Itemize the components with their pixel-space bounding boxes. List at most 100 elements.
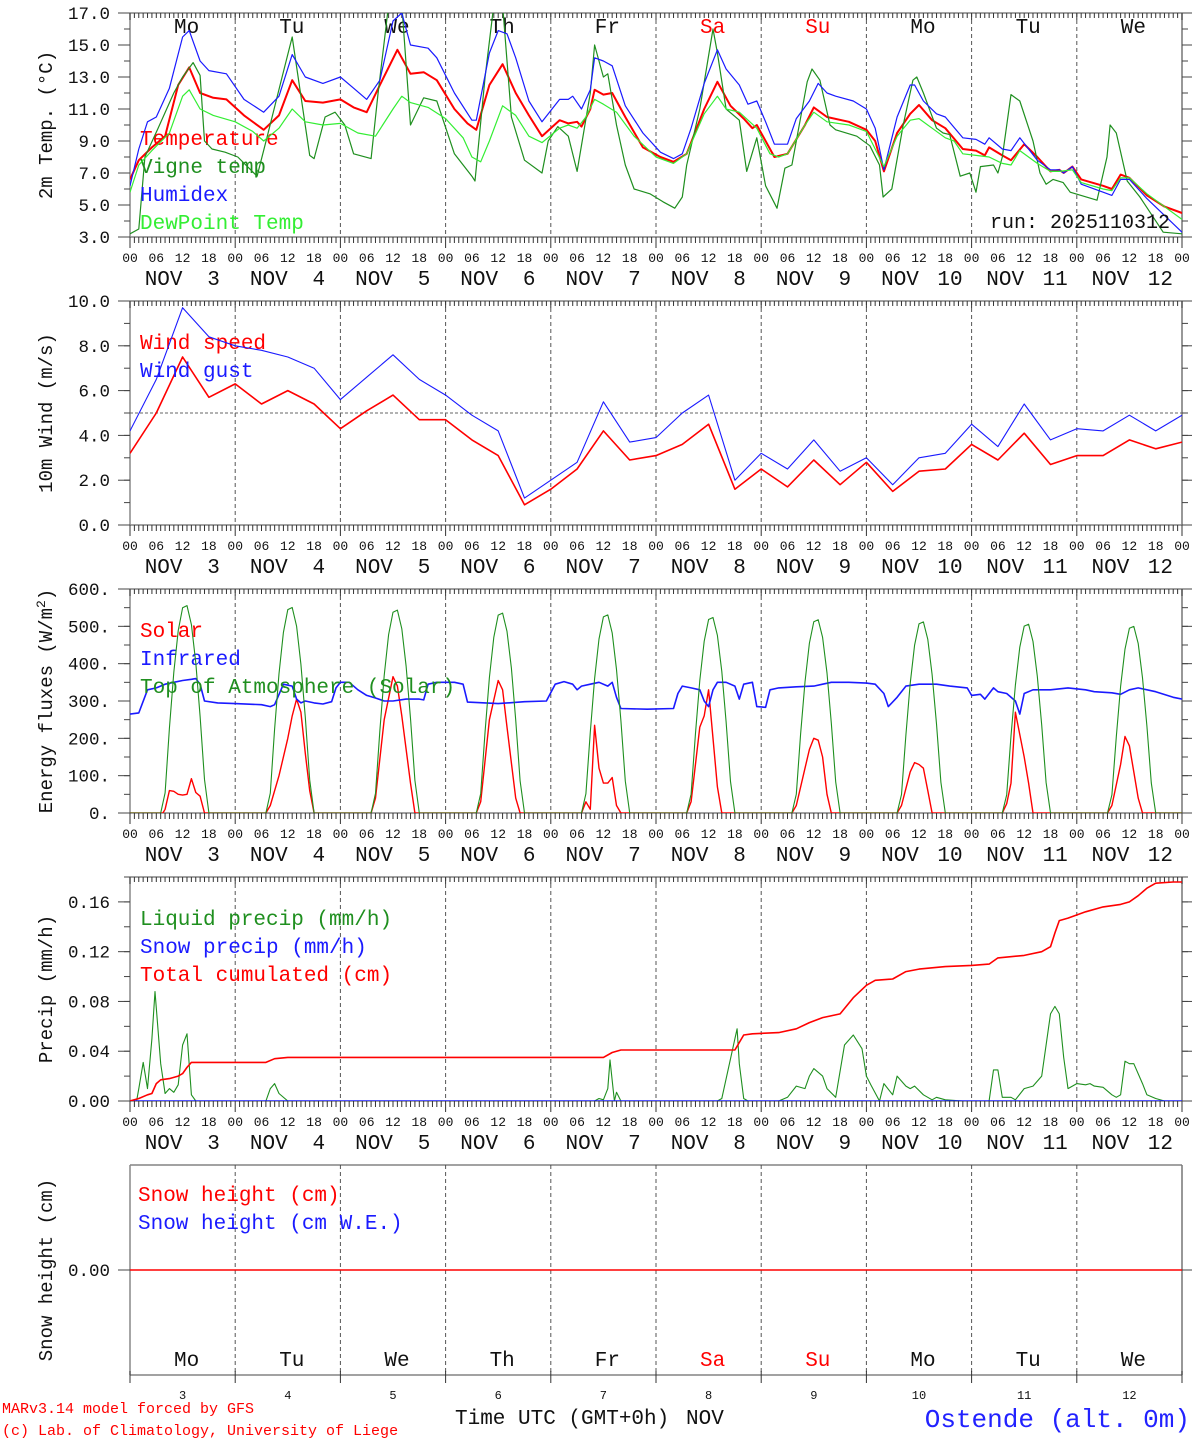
- legend-vigne-temp: Vigne temp: [140, 157, 266, 180]
- date-day-label: 5: [418, 1133, 431, 1156]
- date-month-label: NOV: [776, 845, 814, 868]
- hour-label: 18: [1043, 539, 1059, 554]
- hour-label: 12: [490, 827, 506, 842]
- weekday-label: Fr: [595, 1350, 620, 1373]
- date-month-label: NOV: [565, 1133, 603, 1156]
- date-day-label: 7: [628, 269, 641, 292]
- date-month-label: NOV: [250, 557, 288, 580]
- hour-label: 00: [122, 251, 138, 266]
- hour-label: 06: [780, 1115, 796, 1130]
- hour-label: 18: [306, 251, 322, 266]
- y-tick-label: 3.0: [78, 229, 110, 249]
- hour-label: 12: [596, 539, 612, 554]
- date-day-label: 8: [733, 1133, 746, 1156]
- date-month-label: NOV: [1091, 269, 1129, 292]
- hour-label: 06: [674, 827, 690, 842]
- hour-label: 12: [280, 539, 296, 554]
- hour-label: 00: [1174, 539, 1190, 554]
- hour-label: 06: [464, 1115, 480, 1130]
- date-month-label: NOV: [881, 269, 919, 292]
- y-axis-title: Snow height (cm): [36, 1179, 58, 1361]
- hour-label: 18: [622, 251, 638, 266]
- y-tick-label: 100.: [68, 768, 110, 788]
- date-month-label: NOV: [355, 557, 393, 580]
- y-tick-label: 0.08: [68, 993, 110, 1013]
- hour-label: 06: [1095, 1115, 1111, 1130]
- date-month-label: NOV: [460, 1133, 498, 1156]
- y-tick-label: 0.16: [68, 894, 110, 914]
- hour-label: 18: [622, 827, 638, 842]
- hour-label: 06: [148, 1115, 164, 1130]
- hour-label: 12: [1122, 1115, 1138, 1130]
- y-tick-label: 15.0: [68, 37, 110, 57]
- series-line-dewpoint-temp: [130, 89, 1182, 220]
- hour-label: 12: [280, 251, 296, 266]
- hour-label: 18: [306, 539, 322, 554]
- hour-label: 12: [175, 1115, 191, 1130]
- y-tick-label: 0.00: [68, 1262, 110, 1282]
- hour-label: 18: [411, 539, 427, 554]
- hour-label: 12: [596, 1115, 612, 1130]
- hour-label: 06: [254, 539, 270, 554]
- hour-label: 06: [990, 827, 1006, 842]
- y-tick-label: 200.: [68, 730, 110, 750]
- date-month-label: NOV: [671, 557, 709, 580]
- hour-label: 00: [227, 827, 243, 842]
- model-credit: MARv3.14 model forced by GFS: [2, 1401, 254, 1418]
- hour-label: 18: [517, 827, 533, 842]
- y-tick-label: 0.0: [78, 517, 110, 537]
- hour-label: 00: [333, 1115, 349, 1130]
- hour-label: 00: [1174, 827, 1190, 842]
- hour-label: 06: [464, 827, 480, 842]
- weekday-label: Tu: [279, 17, 304, 40]
- y-tick-label: 400.: [68, 656, 110, 676]
- date-month-label: NOV: [986, 269, 1024, 292]
- day-number-label: 10: [912, 1389, 926, 1403]
- date-day-label: 3: [207, 1133, 220, 1156]
- hour-label: 06: [359, 251, 375, 266]
- date-day-label: 8: [733, 557, 746, 580]
- date-day-label: 3: [207, 557, 220, 580]
- y-tick-label: 6.0: [78, 383, 110, 403]
- hour-label: 12: [911, 539, 927, 554]
- date-month-label: NOV: [776, 269, 814, 292]
- hour-label: 12: [701, 827, 717, 842]
- weekday-label: Tu: [1016, 1350, 1041, 1373]
- date-month-label: NOV: [986, 845, 1024, 868]
- weekday-label: Tu: [279, 1350, 304, 1373]
- date-month-label: NOV: [671, 1133, 709, 1156]
- day-number-label: 5: [389, 1389, 396, 1403]
- hour-label: 18: [622, 539, 638, 554]
- hour-label: 00: [227, 1115, 243, 1130]
- y-axis-title: 10m Wind (m/s): [36, 333, 58, 493]
- series-line-total-cumulated-cm: [130, 881, 1182, 1101]
- hour-label: 00: [753, 539, 769, 554]
- hour-label: 12: [1016, 251, 1032, 266]
- weekday-label: Su: [805, 1350, 830, 1373]
- y-axis-title: 2m Temp. (°C): [36, 51, 58, 199]
- hour-label: 06: [990, 1115, 1006, 1130]
- hour-label: 00: [1069, 539, 1085, 554]
- hour-label: 06: [254, 827, 270, 842]
- weekday-label: Tu: [1016, 17, 1041, 40]
- date-day-label: 10: [937, 557, 962, 580]
- hour-label: 12: [1122, 827, 1138, 842]
- date-day-label: 4: [312, 269, 325, 292]
- date-day-label: 3: [207, 269, 220, 292]
- hour-label: 06: [148, 539, 164, 554]
- series-line-liquid-precip-mm-h: [130, 990, 1182, 1101]
- date-month-label: NOV: [881, 1133, 919, 1156]
- hour-label: 18: [517, 251, 533, 266]
- date-day-label: 9: [838, 845, 851, 868]
- hour-label: 00: [859, 1115, 875, 1130]
- weekday-label: Sa: [700, 1350, 725, 1373]
- hour-label: 00: [859, 539, 875, 554]
- series-line-top-of-atmosphere-solar: [130, 605, 1182, 813]
- hour-label: 12: [701, 539, 717, 554]
- hour-label: 06: [148, 827, 164, 842]
- date-day-label: 6: [523, 269, 536, 292]
- date-day-label: 12: [1148, 269, 1173, 292]
- legend-temperature: Temperature: [140, 129, 279, 152]
- weekday-label: Mo: [910, 17, 935, 40]
